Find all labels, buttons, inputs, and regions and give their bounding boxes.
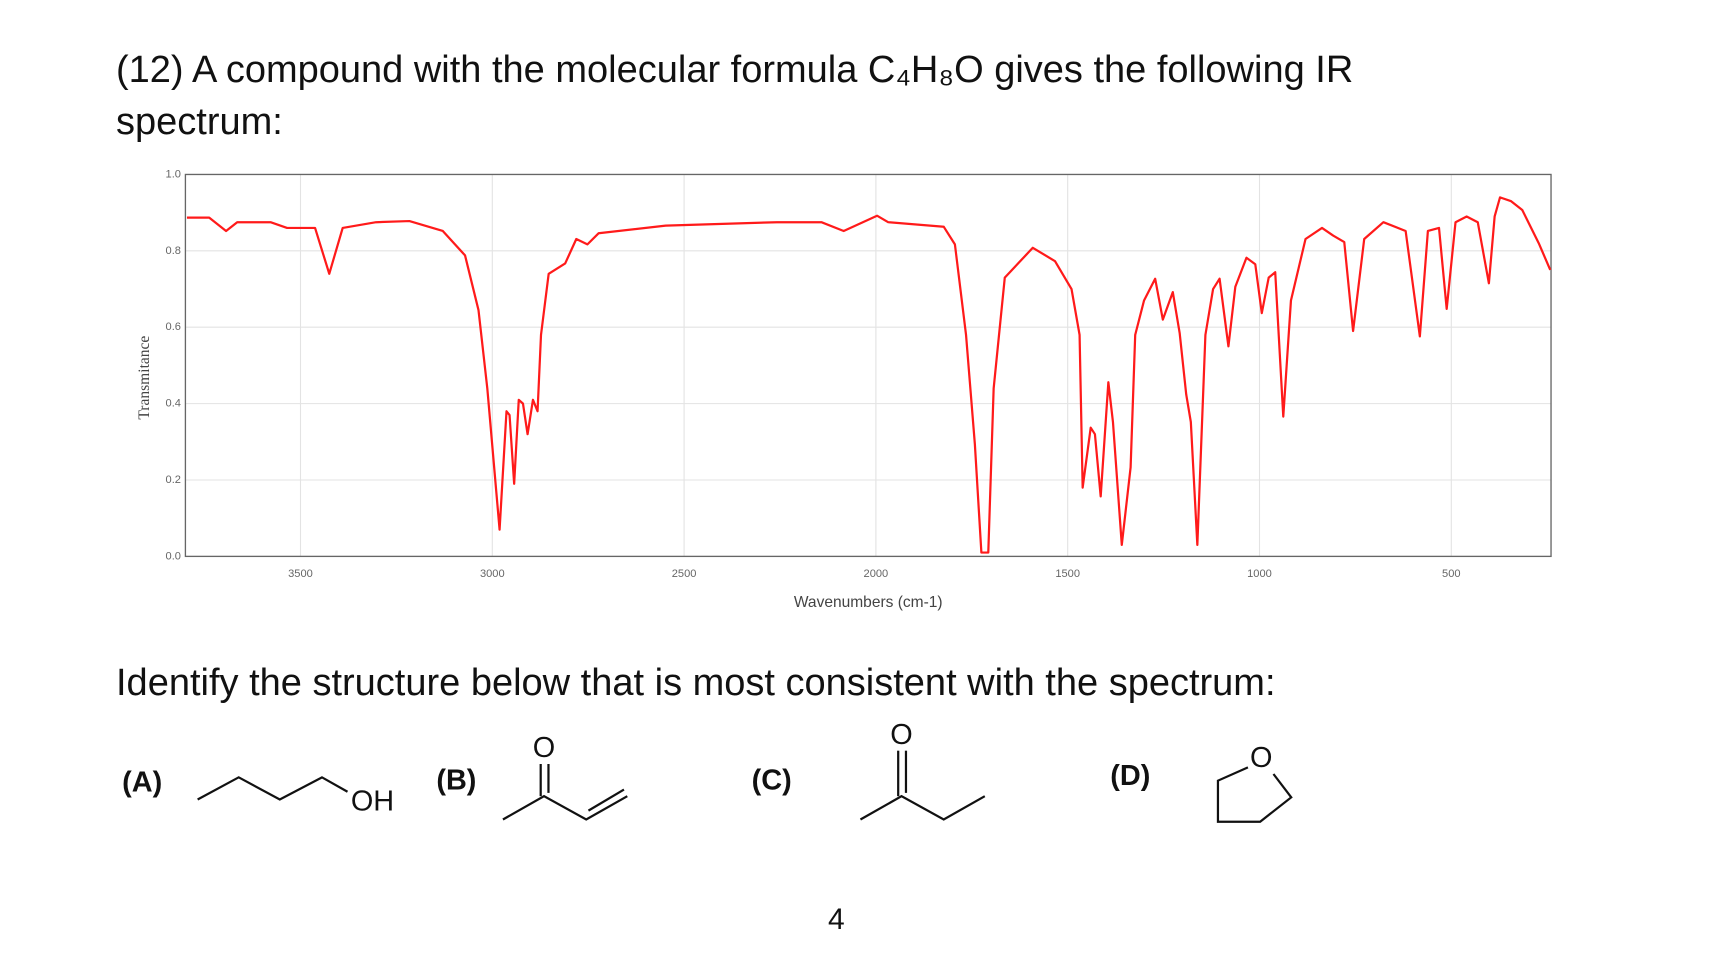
ir-chart: 0.0 0.2 0.4 0.6 0.8 1.0 3500 3000 2500 2000 1500 10… — [166, 168, 1552, 580]
x-tick-label: 1500 — [1055, 568, 1080, 580]
bond — [587, 788, 625, 812]
option-label: (C) — [752, 764, 792, 796]
option-label: (A) — [122, 767, 162, 799]
option-label: (D) — [1110, 760, 1150, 792]
atom: O — [1250, 742, 1272, 774]
y-tick-label: 0.4 — [166, 398, 181, 410]
y-tick-label: 0.2 — [166, 474, 181, 486]
question-intro: (12) A compound with the molecular formu… — [116, 49, 1354, 143]
option-label: (B) — [436, 764, 476, 796]
x-tick-label: 1000 — [1247, 568, 1272, 580]
x-tick-label: 3500 — [288, 568, 313, 580]
x-tick-label: 2000 — [864, 568, 889, 580]
bond — [1216, 766, 1293, 823]
atom: O — [533, 732, 555, 764]
x-axis-label: Wavenumbers (cm-1) — [794, 594, 943, 611]
bond — [502, 794, 628, 821]
y-tick-label: 0.8 — [166, 245, 181, 257]
y-tick-label: 1.0 — [166, 168, 181, 180]
page-number: 4 — [828, 903, 845, 936]
y-axis-label: Transmitance — [136, 336, 153, 420]
y-tick-label: 0.0 — [166, 550, 181, 562]
x-tick-label: 2500 — [672, 568, 697, 580]
y-tick-label: 0.6 — [166, 321, 181, 333]
x-tick-label: 3000 — [480, 568, 505, 580]
x-tick-label: 500 — [1442, 568, 1461, 580]
atom: OH — [351, 785, 394, 817]
plot-frame — [184, 173, 1552, 558]
question-prompt: Identify the structure below that is mos… — [116, 662, 1276, 704]
bond — [859, 794, 986, 821]
bond — [197, 776, 349, 801]
atom: O — [890, 719, 912, 751]
spectrum-line — [186, 196, 1552, 554]
